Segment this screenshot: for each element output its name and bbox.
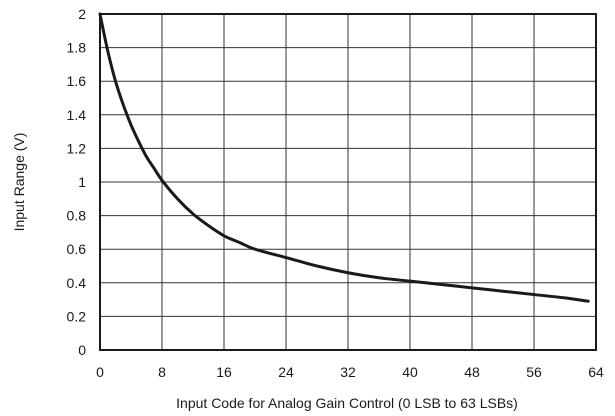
- series-line: [98, 12, 590, 303]
- plot-frame: [99, 13, 597, 351]
- x-tick-label: 48: [464, 364, 480, 380]
- x-tick-label: 8: [158, 364, 166, 380]
- y-axis-ticks: 0 0.2 0.4 0.6 0.8 1 1.2 1.4 1.6 1.8 2: [67, 6, 87, 358]
- y-tick-label: 0.6: [67, 241, 87, 257]
- x-axis-title: Input Code for Analog Gain Control (0 LS…: [176, 395, 518, 411]
- y-tick-label: 2: [78, 6, 86, 22]
- x-axis-ticks: 0 8 16 24 32 40 48 56 64: [96, 364, 604, 380]
- grid-lines: [99, 13, 597, 351]
- x-tick-label: 56: [526, 364, 542, 380]
- y-tick-label: 1: [78, 174, 86, 190]
- x-tick-label: 64: [588, 364, 604, 380]
- y-tick-label: 1.4: [67, 107, 87, 123]
- y-tick-label: 0: [78, 342, 86, 358]
- x-tick-label: 0: [96, 364, 104, 380]
- x-tick-label: 40: [402, 364, 418, 380]
- x-tick-label: 16: [216, 364, 232, 380]
- y-axis-title: Input Range (V): [11, 133, 27, 232]
- y-tick-label: 0.4: [67, 275, 87, 291]
- x-tick-label: 24: [278, 364, 294, 380]
- y-tick-label: 1.2: [67, 140, 87, 156]
- x-tick-label: 32: [340, 364, 356, 380]
- y-tick-label: 1.8: [67, 40, 87, 56]
- y-tick-label: 0.8: [67, 208, 87, 224]
- y-tick-label: 0.2: [67, 308, 87, 324]
- y-tick-label: 1.6: [67, 73, 87, 89]
